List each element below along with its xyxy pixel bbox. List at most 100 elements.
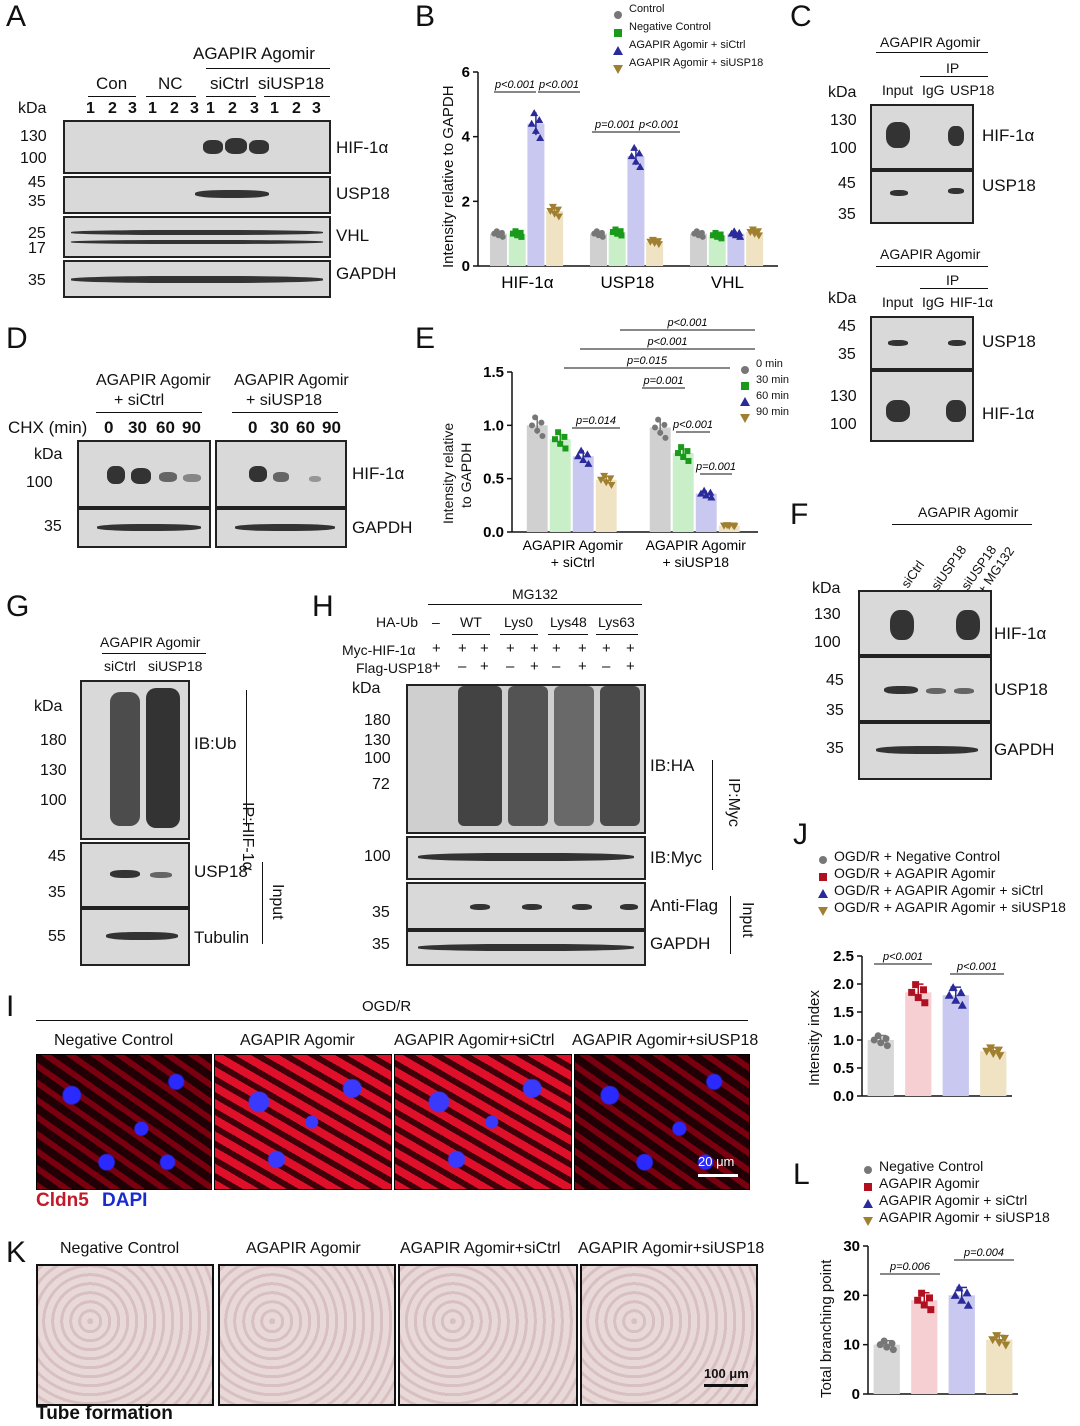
data-point <box>754 232 763 240</box>
data-point <box>1001 1341 1011 1350</box>
group-line <box>452 634 490 635</box>
data-point <box>607 481 616 489</box>
lane-number: 2 <box>228 100 237 117</box>
col-label: IgG <box>922 294 945 310</box>
data-point <box>712 229 719 236</box>
plus-minus: + <box>480 658 489 675</box>
legend-marker-shape <box>741 366 749 374</box>
plus-minus: + <box>432 658 441 675</box>
band-label: GAPDH <box>352 518 413 537</box>
data-point <box>534 427 541 434</box>
kda-label: kDa <box>812 580 841 597</box>
panel-label: B <box>415 0 436 33</box>
band-label: HIF-1α <box>336 138 389 157</box>
band-label: Tubulin <box>194 928 250 947</box>
blot-ha <box>406 684 646 834</box>
data-point <box>699 233 706 240</box>
plus-minus: + <box>626 640 635 657</box>
scale-bar-label: 20 μm <box>698 1154 735 1169</box>
marker: 35 <box>838 206 856 223</box>
panel-label: F <box>790 498 809 531</box>
marker: 130 <box>830 388 857 405</box>
data-point <box>819 856 827 864</box>
legend-label: Control <box>629 3 665 15</box>
panel-label: G <box>6 590 30 623</box>
col-label: USP18 <box>950 82 995 98</box>
data-point <box>994 1046 1003 1055</box>
group-line <box>876 266 988 267</box>
legend-marker-shape <box>818 907 828 916</box>
mg-label: MG132 <box>512 586 558 602</box>
blot-ip-hif1a <box>870 370 974 442</box>
legend-marker <box>613 7 623 19</box>
p-value: p=0.001 <box>695 461 736 473</box>
data-point <box>678 444 685 451</box>
marker: 35 <box>838 346 856 363</box>
caption: Tube formation <box>36 1403 173 1424</box>
legend-marker-shape <box>614 29 622 37</box>
bracket <box>246 690 247 826</box>
bar <box>508 233 526 266</box>
data-point <box>530 109 539 117</box>
bar <box>873 1344 900 1394</box>
band-label: HIF-1α <box>994 624 1047 643</box>
tube-image <box>398 1264 578 1406</box>
group-line <box>264 96 330 97</box>
ip-label: IP:Myc <box>725 778 742 827</box>
time-label: 30 <box>128 418 147 437</box>
p-value: p<0.001 <box>956 961 997 973</box>
legend-label: OGD/R + AGAPIR Agomir + siCtrl <box>834 882 1044 898</box>
time-label: 60 <box>296 418 315 437</box>
bar <box>627 156 645 266</box>
input-label: Input <box>269 884 286 920</box>
plus-minus: + <box>480 640 489 657</box>
marker: 180 <box>40 732 67 749</box>
marker: 130 <box>40 762 67 779</box>
group-label: AGAPIR Agomir <box>96 372 211 389</box>
data-point <box>962 1288 972 1297</box>
marker: 180 <box>364 712 391 729</box>
legend-marker-shape <box>740 397 750 406</box>
plus-minus: + <box>506 640 515 657</box>
bar <box>595 479 617 532</box>
blot-vhl <box>63 216 331 258</box>
data-point <box>864 1183 872 1191</box>
data-point <box>614 11 622 19</box>
data-point <box>864 1166 872 1174</box>
chart-j: 0.0 0.5 1.0 1.5 2.0 2.5 p<0.001 p<0.001 <box>833 948 1012 1105</box>
group-line <box>428 604 642 605</box>
marker: 35 <box>44 518 62 535</box>
band-label: USP18 <box>982 332 1036 351</box>
p-value: p<0.001 <box>672 419 713 431</box>
data-point <box>920 1301 928 1309</box>
bar <box>490 233 507 266</box>
x-tick-label: USP18 <box>600 273 654 292</box>
legend-marker-shape <box>819 856 827 864</box>
data-point <box>730 523 739 531</box>
y-axis-label: Intensity relative <box>440 422 456 524</box>
bar <box>526 425 548 532</box>
data-point <box>661 421 668 428</box>
kda-label: kDa <box>828 290 857 307</box>
group-line <box>146 96 196 97</box>
bracket <box>712 760 713 870</box>
scale-bar <box>704 1384 748 1387</box>
blot-ub <box>80 680 190 840</box>
x-tick-label: VHL <box>711 273 744 292</box>
legend-label: 30 min <box>756 374 790 386</box>
data-point <box>706 488 715 496</box>
fluorescence-image <box>574 1054 750 1190</box>
time-label: 30 <box>270 418 289 437</box>
col-label: AGAPIR Agomir <box>246 1240 361 1257</box>
data-point <box>717 231 724 238</box>
kda-label: kDa <box>18 100 47 117</box>
data-point <box>819 873 827 881</box>
data-point <box>614 230 621 237</box>
lane-label: siCtrl <box>104 658 136 674</box>
marker: 35 <box>826 702 844 719</box>
marker: 35 <box>48 884 66 901</box>
legend-label: OGD/R + Negative Control <box>834 848 1001 864</box>
y-tick-label: 0 <box>852 1386 860 1403</box>
plus-minus: + <box>578 640 587 657</box>
legend-marker <box>740 410 750 423</box>
